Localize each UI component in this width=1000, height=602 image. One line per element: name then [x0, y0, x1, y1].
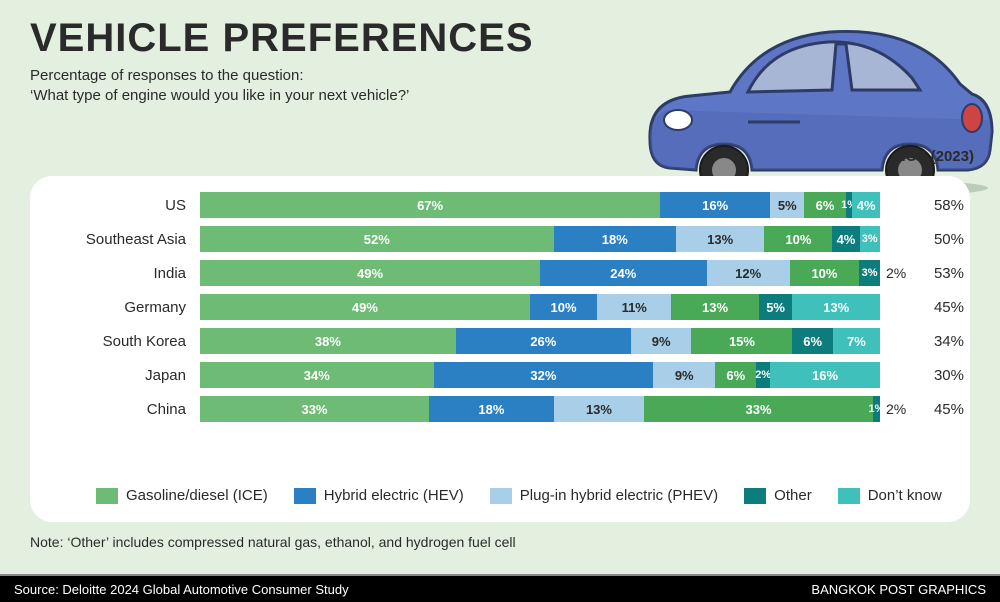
bar-segment: 10%	[790, 260, 859, 286]
bar-segment: 32%	[434, 362, 654, 388]
bar-segment: 13%	[792, 294, 880, 320]
bar-segment: 4%	[832, 226, 859, 252]
row-label: Southeast Asia	[30, 231, 200, 248]
legend-item: Gasoline/diesel (ICE)	[96, 487, 268, 504]
bar-segment: 4%	[852, 192, 879, 218]
ice-2023-value: 34%	[910, 333, 970, 350]
ice-2023-value: 45%	[910, 299, 970, 316]
row-label: Germany	[30, 299, 200, 316]
bar-segment: 26%	[456, 328, 631, 354]
legend-item: Other	[744, 487, 812, 504]
stacked-bar: 67%16%5%6%1%4%	[200, 192, 880, 218]
chart-row: US67%16%5%6%1%4% 58%	[30, 190, 970, 220]
bar-segment: 38%	[200, 328, 456, 354]
subtitle-line-1: Percentage of responses to the question:	[30, 67, 304, 84]
ice-2023-value: 58%	[910, 197, 970, 214]
bar-segment: 13%	[554, 396, 644, 422]
bar-segment: 49%	[200, 294, 530, 320]
bar-segment: 12%	[707, 260, 790, 286]
source-text: Source: Deloitte 2024 Global Automotive …	[14, 582, 349, 597]
legend: Gasoline/diesel (ICE) Hybrid electric (HE…	[96, 487, 942, 504]
bar-segment: 3%	[860, 226, 880, 252]
ice-2023-value: 50%	[910, 231, 970, 248]
stacked-bar: 49%24%12%10%3%	[200, 260, 880, 286]
bar-segment: 34%	[200, 362, 434, 388]
row-label: US	[30, 197, 200, 214]
bar-segment: 7%	[833, 328, 880, 354]
bar-segment: 15%	[691, 328, 792, 354]
footnote: Note: ‘Other’ includes compressed natura…	[30, 534, 516, 550]
chart-rows: US67%16%5%6%1%4%58%Southeast Asia52%18%1…	[30, 190, 970, 428]
bar-segment: 1%	[846, 192, 853, 218]
bar-segment: 1%	[873, 396, 880, 422]
bar-segment: 24%	[540, 260, 707, 286]
bar-segment: 9%	[631, 328, 692, 354]
subtitle: Percentage of responses to the question:…	[30, 66, 409, 107]
bar-segment: 2%	[756, 362, 770, 388]
row-label: China	[30, 401, 200, 418]
row-label: South Korea	[30, 333, 200, 350]
bar-segment: 6%	[804, 192, 845, 218]
chart-row: India49%24%12%10%3%2%53%	[30, 258, 970, 288]
legend-swatch	[294, 488, 316, 504]
publisher-text: BANGKOK POST GRAPHICS	[811, 582, 986, 597]
bar-segment: 5%	[759, 294, 793, 320]
ice-2023-value: 53%	[910, 265, 970, 282]
ice-2023-value: 30%	[910, 367, 970, 384]
subtitle-line-2: ‘What type of engine would you like in y…	[30, 87, 409, 104]
overflow-label: 2%	[880, 401, 910, 417]
chart-row: South Korea38%26%9%15%6%7% 34%	[30, 326, 970, 356]
bar-segment: 52%	[200, 226, 554, 252]
chart-row: China33%18%13%33%1%2%45%	[30, 394, 970, 424]
stacked-bar: 49%10%11%13%5%13%	[200, 294, 880, 320]
bar-segment: 13%	[676, 226, 764, 252]
bar-segment: 16%	[660, 192, 770, 218]
stacked-bar: 38%26%9%15%6%7%	[200, 328, 880, 354]
legend-label: Other	[774, 487, 812, 504]
stacked-bar: 52%18%13%10%4%3%	[200, 226, 880, 252]
bar-segment: 33%	[644, 396, 873, 422]
stacked-bar: 34%32%9%6%2%16%	[200, 362, 880, 388]
ice-2023-value: 45%	[910, 401, 970, 418]
legend-swatch	[96, 488, 118, 504]
legend-label: Hybrid electric (HEV)	[324, 487, 464, 504]
overflow-label: 2%	[880, 265, 910, 281]
row-label: Japan	[30, 367, 200, 384]
legend-swatch	[744, 488, 766, 504]
bar-segment: 67%	[200, 192, 660, 218]
bar-segment: 49%	[200, 260, 540, 286]
legend-item: Hybrid electric (HEV)	[294, 487, 464, 504]
ice-column-header: ICE (2023)	[901, 148, 974, 165]
legend-item: Plug-in hybrid electric (PHEV)	[490, 487, 718, 504]
bar-segment: 10%	[764, 226, 832, 252]
car-illustration	[620, 0, 1000, 205]
chart-row: Japan34%32%9%6%2%16% 30%	[30, 360, 970, 390]
legend-label: Gasoline/diesel (ICE)	[126, 487, 268, 504]
chart-panel: ICE (2023) US67%16%5%6%1%4%58%Southeast …	[30, 176, 970, 522]
bar-segment: 18%	[429, 396, 554, 422]
bar-segment: 11%	[597, 294, 671, 320]
legend-swatch	[490, 488, 512, 504]
bar-segment: 10%	[530, 294, 597, 320]
legend-swatch	[838, 488, 860, 504]
chart-row: Southeast Asia52%18%13%10%4%3% 50%	[30, 224, 970, 254]
chart-row: Germany49%10%11%13%5%13%45%	[30, 292, 970, 322]
bar-segment: 5%	[770, 192, 804, 218]
bar-segment: 9%	[653, 362, 715, 388]
page-title: VEHICLE PREFERENCES	[30, 16, 534, 61]
bar-segment: 6%	[792, 328, 832, 354]
bar-segment: 18%	[554, 226, 676, 252]
bar-segment: 6%	[715, 362, 756, 388]
legend-label: Plug-in hybrid electric (PHEV)	[520, 487, 718, 504]
stacked-bar: 33%18%13%33%1%	[200, 396, 880, 422]
bar-segment: 33%	[200, 396, 429, 422]
bar-segment: 13%	[671, 294, 759, 320]
bar-segment: 16%	[770, 362, 880, 388]
bar-segment: 3%	[859, 260, 880, 286]
legend-item: Don’t know	[838, 487, 942, 504]
footer-bar: Source: Deloitte 2024 Global Automotive …	[0, 574, 1000, 602]
legend-label: Don’t know	[868, 487, 942, 504]
row-label: India	[30, 265, 200, 282]
